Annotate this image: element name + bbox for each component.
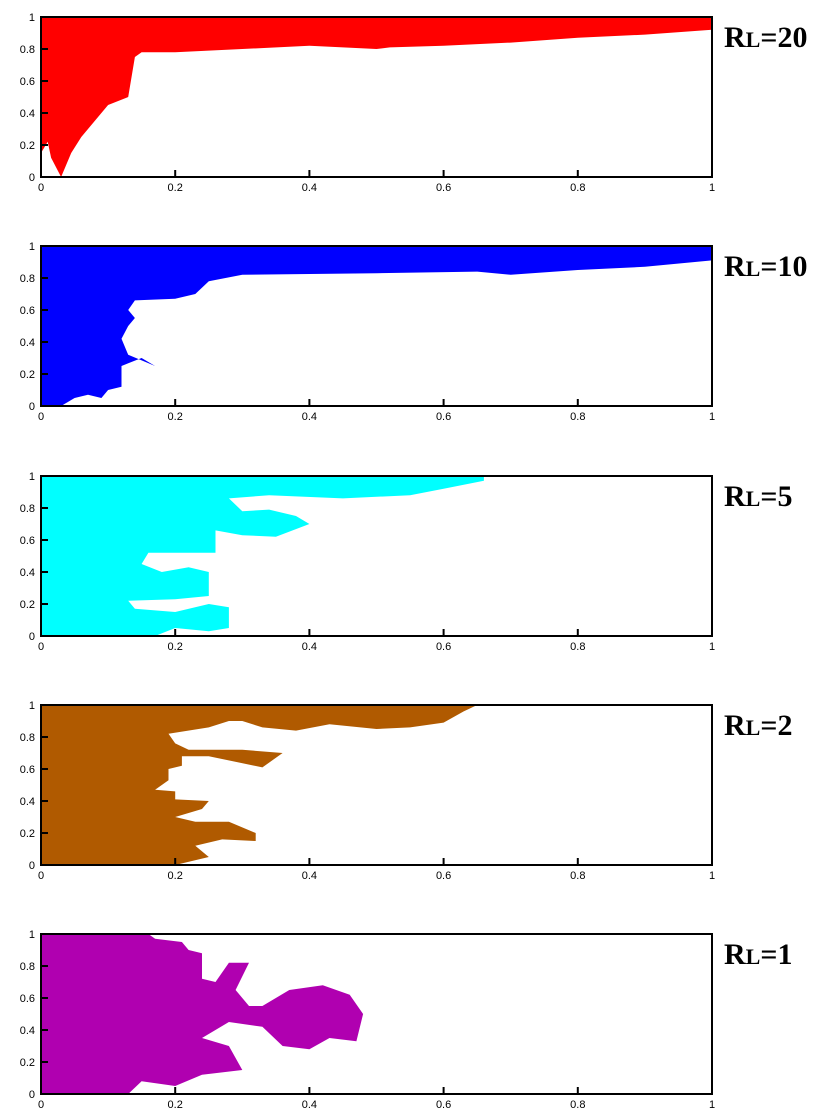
- y-tick-label: 0.6: [20, 993, 35, 1005]
- region-area: [41, 934, 364, 1094]
- x-tick-label: 0.4: [302, 411, 317, 423]
- panel-label: RL=20: [724, 21, 807, 54]
- y-tick-label: 0.4: [20, 108, 35, 120]
- x-tick-label: 0.6: [436, 641, 451, 653]
- region-area: [41, 246, 712, 406]
- y-tick-label: 0.2: [20, 828, 35, 840]
- x-tick-label: 0.8: [570, 1099, 585, 1110]
- x-tick-label: 0.8: [570, 641, 585, 653]
- x-tick-label: 0.2: [168, 1099, 183, 1110]
- x-tick-label: 1: [709, 182, 715, 194]
- y-tick-label: 0: [29, 860, 35, 872]
- x-tick-label: 1: [709, 411, 715, 423]
- region-area: [41, 705, 478, 865]
- y-tick-label: 0.6: [20, 535, 35, 547]
- y-tick-label: 1: [29, 929, 35, 941]
- x-tick-label: 0.6: [436, 411, 451, 423]
- y-tick-label: 0: [29, 401, 35, 413]
- x-tick-label: 0.6: [436, 1099, 451, 1110]
- x-tick-label: 0.2: [168, 182, 183, 194]
- y-tick-label: 0.6: [20, 305, 35, 317]
- y-tick-label: 0.4: [20, 1025, 35, 1037]
- y-tick-label: 1: [29, 12, 35, 24]
- x-tick-label: 0.4: [302, 182, 317, 194]
- panel-label: RL=10: [724, 250, 807, 283]
- y-tick-label: 0.4: [20, 796, 35, 808]
- x-tick-label: 0.2: [168, 641, 183, 653]
- y-tick-label: 0.8: [20, 44, 35, 56]
- x-tick-label: 0: [38, 641, 44, 653]
- y-tick-label: 0: [29, 172, 35, 184]
- y-tick-label: 0.6: [20, 764, 35, 776]
- panel: 0 0.2 0.4 0.6 0.8 1 0 0.2 0.4 0.6 0.8 1 RL=2: [20, 700, 793, 882]
- region-area: [41, 476, 484, 636]
- y-tick-label: 0.8: [20, 503, 35, 515]
- y-tick-label: 0.8: [20, 273, 35, 285]
- x-tick-label: 1: [709, 641, 715, 653]
- x-tick-label: 0.6: [436, 182, 451, 194]
- panel-label: RL=1: [724, 938, 792, 971]
- panel: 0 0.2 0.4 0.6 0.8 1 0 0.2 0.4 0.6 0.8 1 RL=20: [20, 12, 808, 194]
- panel: 0 0.2 0.4 0.6 0.8 1 0 0.2 0.4 0.6 0.8 1 RL=1: [20, 929, 793, 1110]
- y-tick-label: 0.8: [20, 961, 35, 973]
- y-tick-label: 0.6: [20, 76, 35, 88]
- y-tick-label: 1: [29, 700, 35, 712]
- y-tick-label: 0: [29, 631, 35, 643]
- y-tick-label: 0.2: [20, 599, 35, 611]
- panel-label: RL=2: [724, 709, 792, 742]
- x-tick-label: 0.4: [302, 870, 317, 882]
- y-tick-label: 0.2: [20, 140, 35, 152]
- y-tick-label: 0: [29, 1089, 35, 1101]
- x-tick-label: 0: [38, 411, 44, 423]
- y-tick-label: 0.4: [20, 337, 35, 349]
- plot-frame: [40, 704, 713, 866]
- y-tick-label: 0.8: [20, 732, 35, 744]
- x-tick-label: 0.4: [302, 1099, 317, 1110]
- y-tick-label: 1: [29, 241, 35, 253]
- x-tick-label: 0.4: [302, 641, 317, 653]
- x-tick-label: 0.2: [168, 411, 183, 423]
- y-tick-label: 0.4: [20, 567, 35, 579]
- x-tick-label: 0.8: [570, 870, 585, 882]
- plot-frame: [40, 245, 713, 407]
- x-tick-label: 0: [38, 182, 44, 194]
- y-tick-label: 0.2: [20, 369, 35, 381]
- plot-frame: [40, 475, 713, 637]
- plot-frame: [40, 16, 713, 178]
- y-tick-label: 1: [29, 471, 35, 483]
- x-tick-label: 0: [38, 1099, 44, 1110]
- x-tick-label: 0: [38, 870, 44, 882]
- x-tick-label: 1: [709, 1099, 715, 1110]
- region-area: [41, 17, 712, 177]
- x-tick-label: 0.8: [570, 182, 585, 194]
- y-tick-label: 0.2: [20, 1057, 35, 1069]
- x-tick-label: 0.6: [436, 870, 451, 882]
- x-tick-label: 0.8: [570, 411, 585, 423]
- panel: 0 0.2 0.4 0.6 0.8 1 0 0.2 0.4 0.6 0.8 1 RL=5: [20, 471, 793, 653]
- x-tick-label: 1: [709, 870, 715, 882]
- panel: 0 0.2 0.4 0.6 0.8 1 0 0.2 0.4 0.6 0.8 1 RL=10: [20, 241, 808, 423]
- x-tick-label: 0.2: [168, 870, 183, 882]
- plot-frame: [40, 933, 713, 1095]
- panel-label: RL=5: [724, 480, 792, 513]
